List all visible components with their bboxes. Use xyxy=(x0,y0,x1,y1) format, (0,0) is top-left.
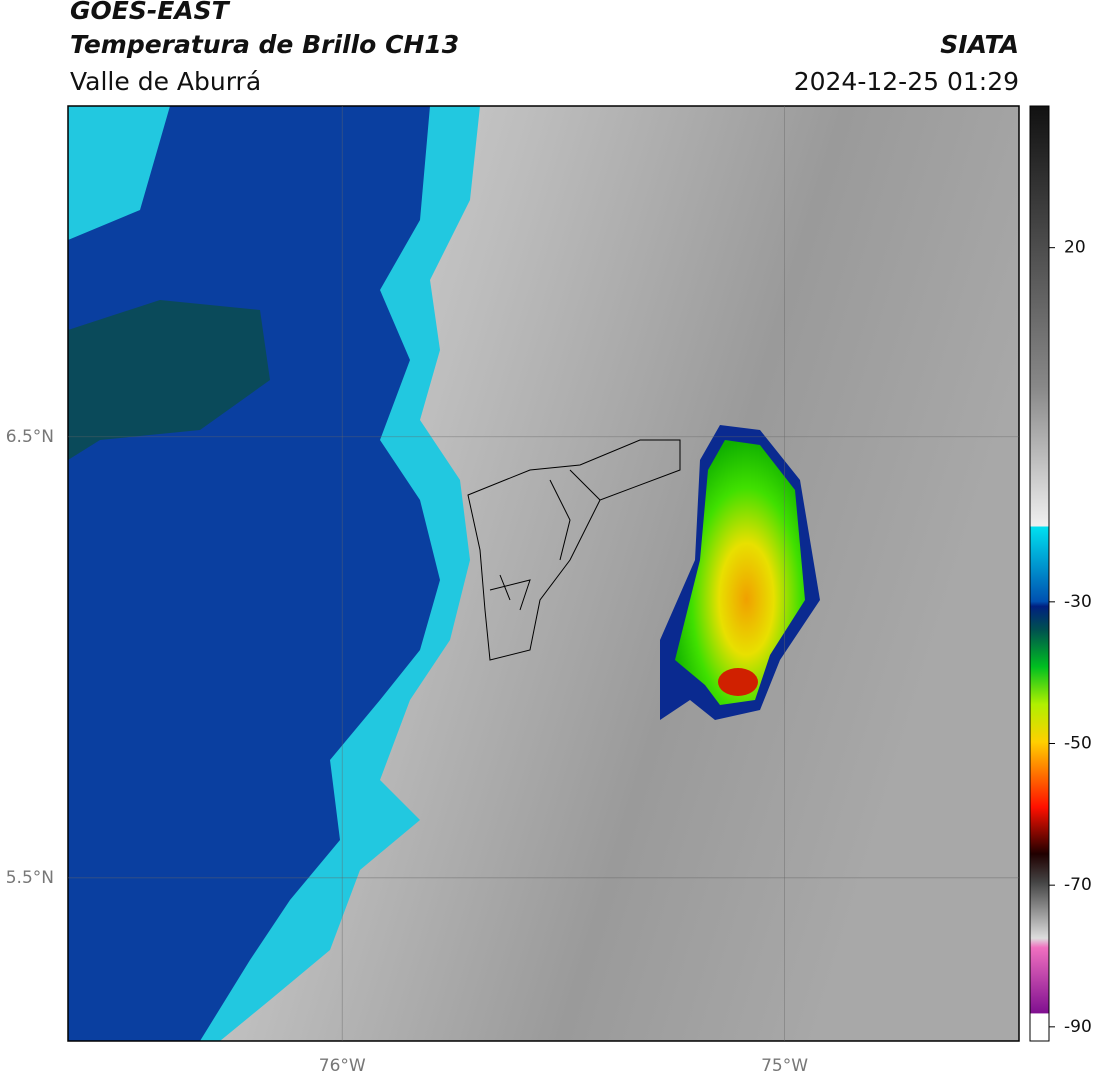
cloud-core xyxy=(68,300,270,460)
lon-tick-label: 76°W xyxy=(319,1056,366,1076)
map-frame xyxy=(67,105,1020,1042)
datetime: 2024-12-25 01:29 xyxy=(794,67,1019,96)
region: Valle de Aburrá xyxy=(70,67,261,96)
colorbar-tick-label: -70 xyxy=(1064,875,1092,895)
storm-core xyxy=(675,440,805,705)
subtitle: Temperatura de Brillo CH13 xyxy=(70,30,459,59)
colorbar-tick-label: -50 xyxy=(1064,734,1092,754)
colorbar-tick-label: -30 xyxy=(1064,592,1092,612)
colorbar-tick-label: 20 xyxy=(1064,238,1086,258)
storm-peak xyxy=(718,668,758,696)
title: GOES-EAST xyxy=(70,0,231,25)
map-image xyxy=(68,106,1019,1041)
colorbar-tick-label: -90 xyxy=(1064,1017,1092,1037)
lon-tick-label: 75°W xyxy=(761,1056,808,1076)
municipality-borders xyxy=(489,469,601,611)
lat-tick-label: 6.5°N xyxy=(6,427,54,447)
lat-tick-label: 5.5°N xyxy=(6,868,54,888)
source: SIATA xyxy=(940,30,1019,59)
colorbar xyxy=(1029,105,1050,1042)
municipality-outline xyxy=(467,439,681,661)
